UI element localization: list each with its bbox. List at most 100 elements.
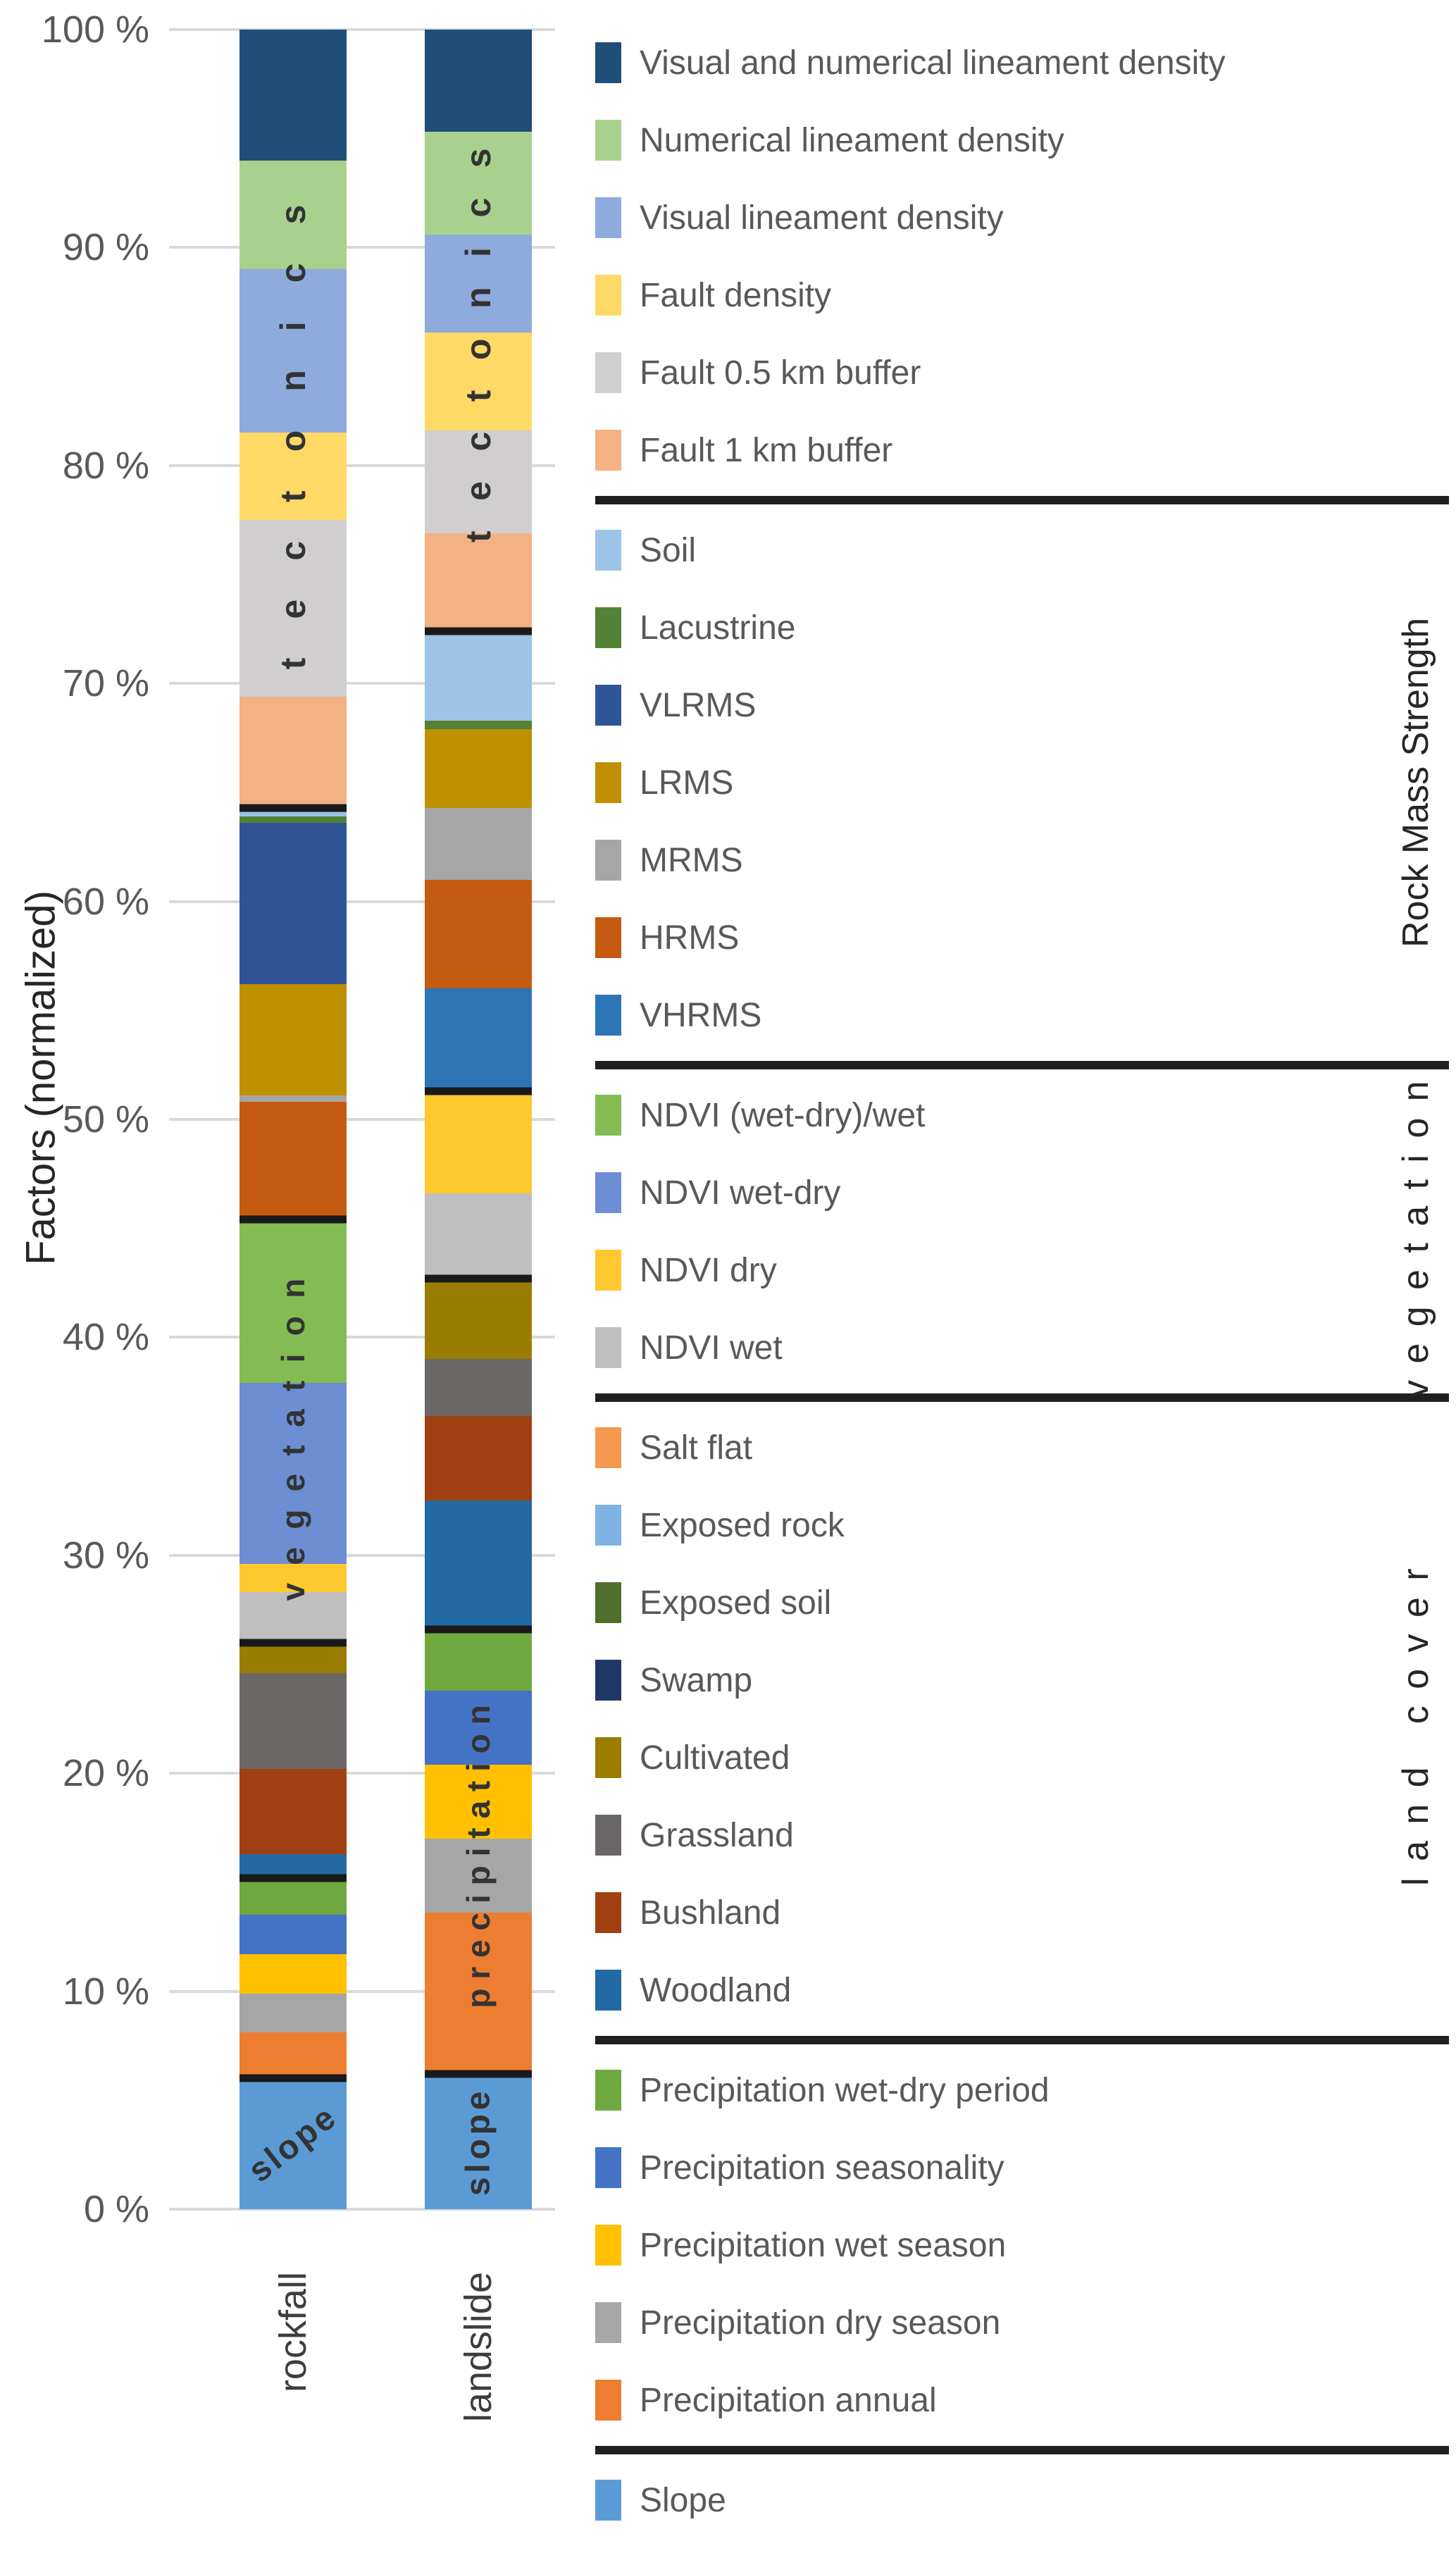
legend-label: Precipitation dry season: [640, 2304, 1001, 2342]
bar-segment-landslide-precipitation-wet-dry-period: [425, 1629, 532, 1691]
legend-label: NDVI wet: [640, 1329, 783, 1367]
legend-side-label-rock-mass-strength: Rock Mass Strength: [1395, 617, 1436, 948]
bar-segment-rockfall-mrms: [239, 1095, 347, 1102]
bar-segment-rockfall-slope: [239, 2078, 347, 2209]
legend-row: Precipitation annual: [595, 2361, 1449, 2439]
bar-segment-landslide-precipitation-wet-season: [425, 1764, 532, 1839]
bar-segment-landslide-ndvi-dry: [425, 1091, 532, 1194]
legend-label: Visual and numerical lineament density: [640, 44, 1226, 82]
group-divider-landslide-precipitation: [425, 1625, 532, 1634]
legend-swatch-icon: [595, 1970, 621, 2011]
group-divider-rockfall-rock-mass-strength: [239, 804, 347, 812]
bar-segment-rockfall-hrms: [239, 1102, 347, 1220]
y-tick-label: 10 %: [62, 1970, 149, 2013]
legend-row: Salt flat: [595, 1409, 1449, 1486]
legend-swatch-icon: [595, 1427, 621, 1468]
legend-label: Precipitation wet season: [640, 2226, 1007, 2264]
legend-swatch-icon: [595, 2302, 621, 2343]
legend-label: Fault density: [640, 276, 832, 314]
legend-row: Exposed soil: [595, 1564, 1449, 1641]
legend-swatch-icon: [595, 2380, 621, 2421]
bar-segment-rockfall-precipitation-dry-season: [239, 1993, 347, 2033]
bar-segment-rockfall-numerical-lineament-density: [239, 160, 347, 270]
legend-label: Fault 0.5 km buffer: [640, 354, 921, 392]
gridline-80: [169, 464, 555, 467]
legend-swatch-icon: [595, 530, 621, 571]
y-tick-label: 50 %: [62, 1098, 149, 1141]
legend-label: Fault 1 km buffer: [640, 431, 893, 469]
legend-swatch-icon: [595, 1327, 621, 1368]
gridline-60: [169, 900, 555, 903]
bar-segment-rockfall-fault-density: [239, 433, 347, 521]
bar-segment-rockfall-grassland: [239, 1672, 347, 1769]
y-tick-label: 90 %: [62, 226, 149, 269]
legend-row: Lacustrine: [595, 589, 1449, 666]
inbar-label-landslide-slope: slope: [459, 2087, 497, 2197]
legend-side-label-vegetation: vegetation: [1395, 1064, 1436, 1398]
legend-group-divider: [595, 1393, 1449, 1402]
legend-row: Visual and numerical lineament density: [595, 24, 1449, 101]
legend-group-divider: [595, 496, 1449, 504]
bar-segment-rockfall-lrms: [239, 984, 347, 1095]
legend-row: Fault 1 km buffer: [595, 411, 1449, 489]
legend-group-divider: [595, 1061, 1449, 1069]
legend-swatch-icon: [595, 1892, 621, 1933]
legend-swatch-icon: [595, 1172, 621, 1213]
legend-row: Visual lineament density: [595, 179, 1449, 256]
legend-label: Salt flat: [640, 1429, 753, 1467]
legend-swatch-icon: [595, 1737, 621, 1778]
legend-swatch-icon: [595, 607, 621, 648]
legend-label: Lacustrine: [640, 609, 796, 647]
legend-label: MRMS: [640, 841, 743, 879]
legend-swatch-icon: [595, 197, 621, 238]
legend-row: Grassland: [595, 1796, 1449, 1874]
legend-row: Cultivated: [595, 1719, 1449, 1796]
legend-swatch-icon: [595, 1815, 621, 1856]
group-divider-landslide-land-cover: [425, 1274, 532, 1283]
legend-row: NDVI (wet-dry)/wet: [595, 1076, 1449, 1154]
bar-segment-landslide-slope: [425, 2074, 532, 2209]
legend-swatch-icon: [595, 1250, 621, 1291]
group-divider-rockfall-slope: [239, 2074, 347, 2082]
legend-row: Exposed rock: [595, 1486, 1449, 1564]
bar-segment-landslide-numerical-lineament-density: [425, 132, 532, 235]
legend-label: VLRMS: [640, 686, 757, 724]
bar-segment-landslide-hrms: [425, 879, 532, 989]
y-tick-label: 100 %: [41, 8, 149, 51]
gridline-100: [169, 28, 555, 31]
legend-row: Swamp: [595, 1641, 1449, 1719]
legend-label: Exposed soil: [640, 1584, 832, 1622]
bar-segment-landslide-fault-density: [425, 333, 532, 431]
legend-row: MRMS: [595, 821, 1449, 899]
bar-segment-landslide-woodland: [425, 1501, 532, 1629]
bar-segment-landslide-cultivated: [425, 1278, 532, 1360]
bar-segment-rockfall-fault-1-km-buffer: [239, 696, 347, 808]
gridline-40: [169, 1336, 555, 1339]
legend-swatch-icon: [595, 1582, 621, 1623]
legend-group-divider: [595, 2036, 1449, 2044]
gridline-20: [169, 1772, 555, 1775]
y-axis-title: Factors (normalized): [18, 890, 64, 1265]
bar-segment-rockfall-woodland: [239, 1853, 347, 1878]
legend-label: Visual lineament density: [640, 199, 1004, 237]
y-tick-label: 70 %: [62, 662, 149, 705]
legend-swatch-icon: [595, 1660, 621, 1701]
legend-swatch-icon: [595, 42, 621, 83]
legend-row: Precipitation seasonality: [595, 2129, 1449, 2206]
bar-segment-rockfall-visual-lineament-density: [239, 269, 347, 433]
legend-swatch-icon: [595, 995, 621, 1036]
legend-swatch-icon: [595, 120, 621, 161]
legend-swatch-icon: [595, 2147, 621, 2188]
inbar-label-rockfall-tectonics: tectonics: [273, 166, 313, 669]
legend-swatch-icon: [595, 2480, 621, 2521]
legend-swatch-icon: [595, 352, 621, 393]
legend-row: Woodland: [595, 1951, 1449, 2029]
gridline-90: [169, 246, 555, 249]
legend-label: Precipitation wet-dry period: [640, 2071, 1050, 2109]
legend-row: Fault density: [595, 256, 1449, 334]
group-divider-landslide-slope: [425, 2070, 532, 2078]
legend-label: LRMS: [640, 764, 734, 802]
bar-segment-landslide-mrms: [425, 807, 532, 880]
legend-group-divider: [595, 2446, 1449, 2454]
